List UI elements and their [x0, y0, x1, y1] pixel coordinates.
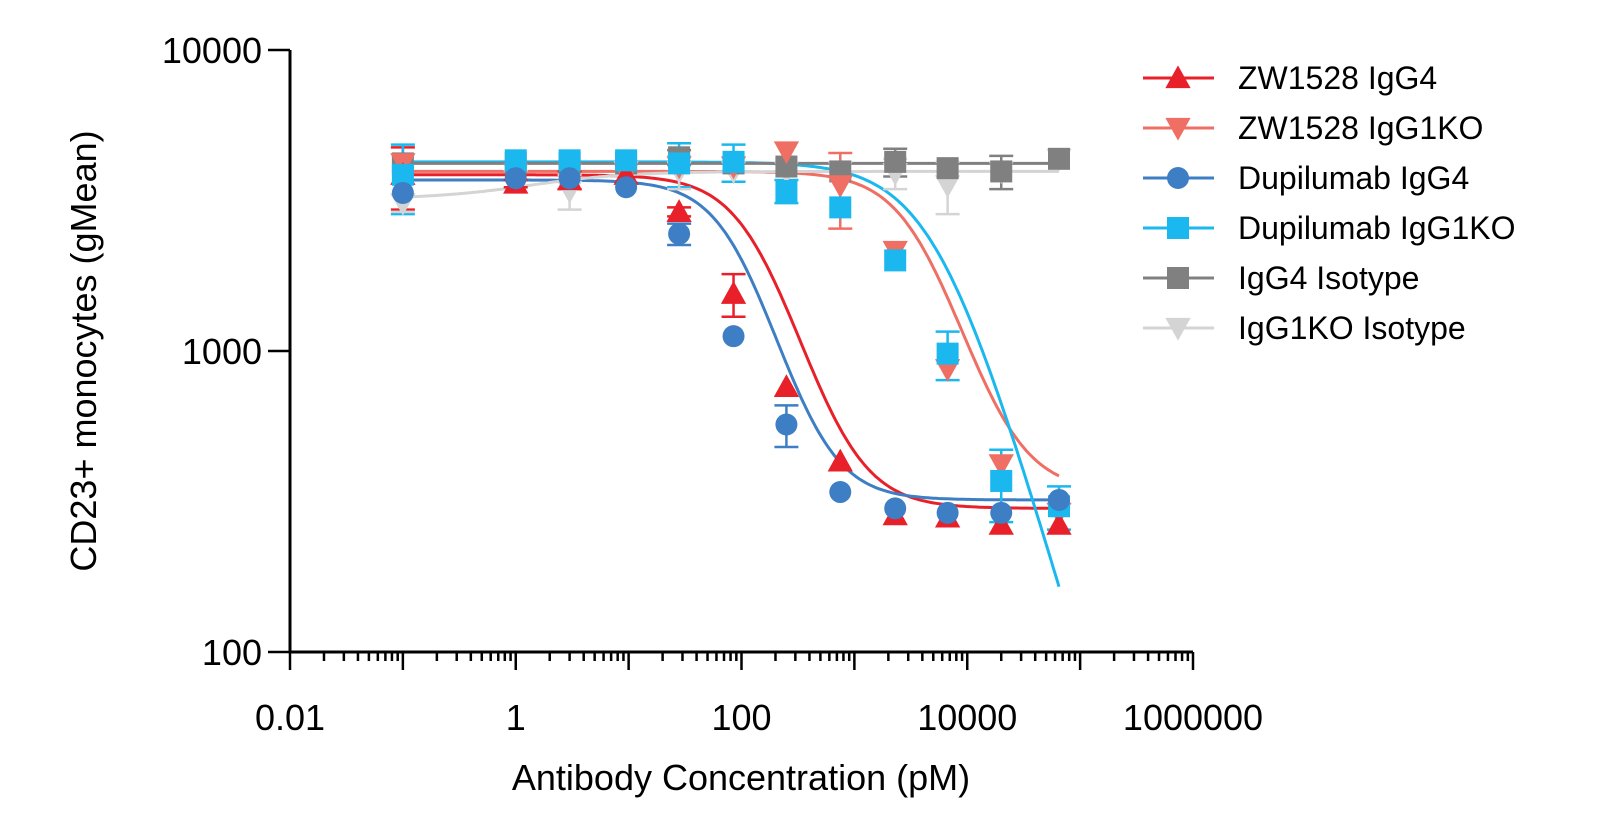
data-point	[773, 141, 800, 165]
data-point	[884, 497, 907, 520]
data-point	[558, 167, 581, 190]
legend: ZW1528 IgG4 ZW1528 IgG1KO Dupilumab IgG4 Du…	[1143, 60, 1515, 346]
data-point	[668, 222, 691, 245]
x-tick-label: 0.01	[255, 697, 325, 738]
x-tick-label: 10000	[917, 697, 1017, 738]
legend-label: ZW1528 IgG1KO	[1238, 110, 1483, 146]
data-point	[827, 175, 853, 199]
x-tick-label: 1	[506, 697, 526, 738]
legend-marker	[1167, 167, 1189, 189]
data-point	[934, 175, 961, 199]
legend-label: IgG4 Isotype	[1238, 260, 1419, 296]
data-point	[722, 325, 745, 348]
data-point	[615, 176, 638, 199]
data-point	[829, 481, 852, 504]
y-tick-label: 100	[202, 632, 262, 673]
data-point	[666, 199, 692, 222]
legend-marker	[1167, 267, 1189, 289]
data-point	[936, 157, 959, 180]
data-point	[504, 167, 527, 190]
data-point	[722, 150, 745, 173]
axis-ticks: 0.01 1 100 10000 1000000 100 1000 10000	[162, 30, 1263, 738]
y-axis-title: CD23+ monocytes (gMean)	[63, 130, 104, 571]
legend-label: ZW1528 IgG4	[1238, 60, 1437, 96]
data-point	[775, 413, 798, 436]
y-tick-label: 1000	[182, 331, 262, 372]
data-point	[990, 160, 1013, 183]
legend-marker	[1165, 117, 1191, 141]
data-point	[827, 448, 853, 472]
data-point	[558, 149, 581, 172]
legend-label: Dupilumab IgG4	[1238, 160, 1469, 196]
fit-curve	[402, 169, 1060, 478]
data-point	[775, 155, 798, 178]
data-point	[391, 181, 414, 204]
data-point	[936, 342, 959, 365]
data-point	[988, 454, 1014, 478]
data-point	[1048, 488, 1071, 511]
data-point	[829, 196, 852, 219]
data-point	[775, 180, 798, 203]
data-point	[668, 152, 691, 175]
legend-marker	[1167, 217, 1189, 239]
data-point	[884, 150, 907, 173]
x-axis-title: Antibody Concentration (pM)	[512, 757, 970, 798]
legend-marker	[1165, 317, 1191, 341]
data-point	[990, 501, 1013, 524]
y-tick-label: 10000	[162, 30, 262, 71]
data-point	[615, 149, 638, 172]
legend-label: IgG1KO Isotype	[1238, 310, 1466, 346]
data-points	[390, 141, 1072, 535]
data-point	[1046, 511, 1072, 535]
data-point	[934, 359, 961, 382]
data-point	[1048, 147, 1071, 170]
data-point	[990, 469, 1013, 492]
x-tick-label: 100	[711, 697, 771, 738]
legend-label: Dupilumab IgG1KO	[1238, 210, 1515, 246]
fit-curves	[402, 160, 1061, 588]
data-point	[391, 163, 414, 186]
x-tick-label: 1000000	[1123, 697, 1263, 738]
fit-curve	[402, 160, 1061, 588]
data-point	[720, 281, 747, 304]
data-point	[504, 149, 527, 172]
data-point	[773, 374, 800, 397]
data-point	[884, 249, 907, 272]
data-point	[936, 501, 959, 524]
legend-marker	[1165, 65, 1191, 89]
